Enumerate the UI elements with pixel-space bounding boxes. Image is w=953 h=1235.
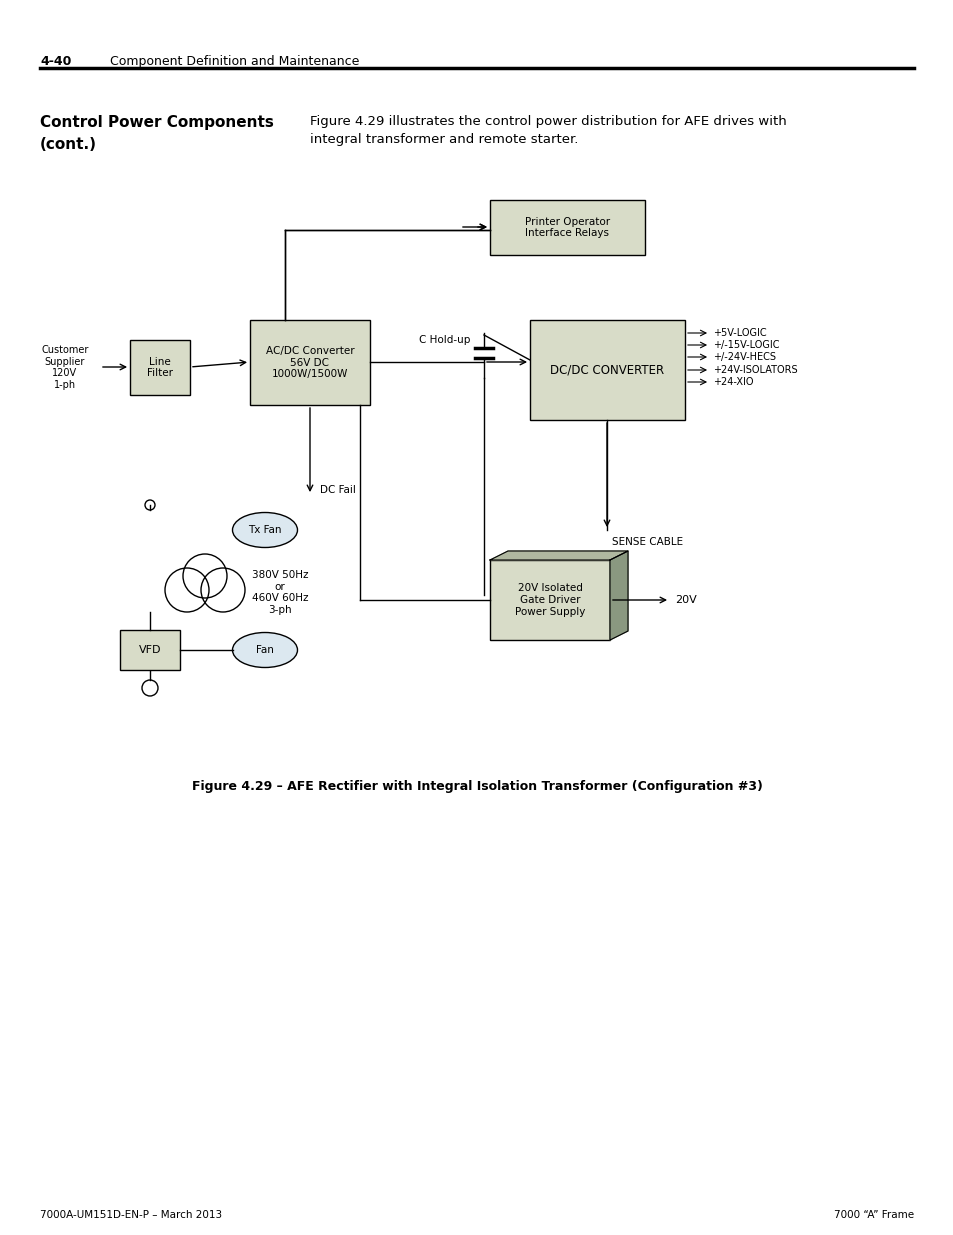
Text: 20V: 20V (675, 595, 696, 605)
Text: C Hold-up: C Hold-up (418, 335, 470, 345)
Bar (120, 630, 180, 671)
Bar (490, 200, 644, 254)
Text: 4-40: 4-40 (40, 56, 71, 68)
Text: Line
Filter: Line Filter (147, 357, 172, 378)
Text: 7000 “A” Frame: 7000 “A” Frame (833, 1210, 913, 1220)
Text: AC/DC Converter
56V DC
1000W/1500W: AC/DC Converter 56V DC 1000W/1500W (265, 346, 354, 379)
Text: DC/DC CONVERTER: DC/DC CONVERTER (550, 363, 664, 377)
Text: SENSE CABLE: SENSE CABLE (612, 537, 682, 547)
Text: (cont.): (cont.) (40, 137, 97, 152)
Text: Customer
Supplier
120V
1-ph: Customer Supplier 120V 1-ph (41, 345, 89, 390)
Polygon shape (609, 551, 627, 640)
Text: +24V-ISOLATORS: +24V-ISOLATORS (712, 366, 797, 375)
Text: +5V-LOGIC: +5V-LOGIC (712, 329, 766, 338)
Bar (490, 559, 609, 640)
Bar (530, 320, 684, 420)
Text: +/-24V-HECS: +/-24V-HECS (712, 352, 775, 362)
Bar (130, 340, 190, 395)
Text: VFD: VFD (138, 645, 161, 655)
Text: 7000A-UM151D-EN-P – March 2013: 7000A-UM151D-EN-P – March 2013 (40, 1210, 222, 1220)
Text: Tx Fan: Tx Fan (248, 525, 281, 535)
Text: Figure 4.29 – AFE Rectifier with Integral Isolation Transformer (Configuration #: Figure 4.29 – AFE Rectifier with Integra… (192, 781, 761, 793)
Text: Printer Operator
Interface Relays: Printer Operator Interface Relays (524, 216, 609, 238)
Ellipse shape (233, 513, 297, 547)
Text: +/-15V-LOGIC: +/-15V-LOGIC (712, 340, 779, 350)
Text: Figure 4.29 illustrates the control power distribution for AFE drives with: Figure 4.29 illustrates the control powe… (310, 115, 786, 128)
Text: integral transformer and remote starter.: integral transformer and remote starter. (310, 133, 578, 146)
Text: Fan: Fan (255, 645, 274, 655)
Bar (250, 320, 370, 405)
Text: 20V Isolated
Gate Driver
Power Supply: 20V Isolated Gate Driver Power Supply (515, 583, 584, 616)
Text: Component Definition and Maintenance: Component Definition and Maintenance (110, 56, 359, 68)
Polygon shape (490, 551, 627, 559)
Text: Control Power Components: Control Power Components (40, 115, 274, 130)
Text: +24-XIO: +24-XIO (712, 377, 753, 387)
Text: 380V 50Hz
or
460V 60Hz
3-ph: 380V 50Hz or 460V 60Hz 3-ph (252, 571, 308, 615)
Text: DC Fail: DC Fail (319, 485, 355, 495)
Ellipse shape (233, 632, 297, 667)
